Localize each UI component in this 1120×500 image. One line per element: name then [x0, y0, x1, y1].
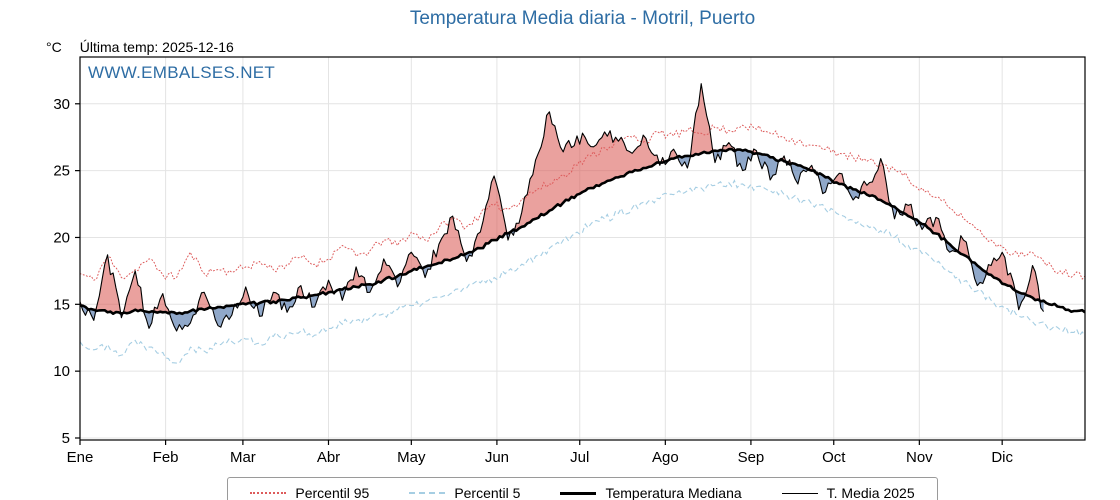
percentil-95-line — [80, 123, 1085, 281]
y-tick-label: 20 — [53, 229, 70, 246]
x-tick-label: Mar — [230, 449, 256, 466]
x-tick-label: Dic — [991, 449, 1013, 466]
chart-legend: Percentil 95 Percentil 5 Temperatura Med… — [80, 477, 1085, 500]
plot-border — [79, 56, 1086, 441]
percentil-5-line — [80, 179, 1085, 364]
t-media-2025-line-icon — [781, 492, 818, 494]
legend-item-mediana: Temperatura Mediana — [560, 485, 742, 500]
y-tick-label: 5 — [62, 430, 70, 447]
x-tick-label: Ago — [652, 449, 679, 466]
legend-item-percentil-95: Percentil 95 — [250, 485, 369, 500]
legend-label-t-media-2025: T. Media 2025 — [826, 485, 915, 500]
legend-item-percentil-5: Percentil 5 — [409, 485, 520, 500]
watermark: WWW.EMBALSES.NET — [88, 63, 276, 82]
mediana-line — [80, 147, 1085, 316]
x-tick-label: May — [397, 449, 426, 466]
legend-item-t-media-2025: T. Media 2025 — [781, 485, 915, 500]
x-tick-label: Abr — [317, 449, 340, 466]
t-media-2025-line — [80, 83, 1045, 332]
x-tick-label: Jun — [485, 449, 509, 466]
percentil-95-line-icon — [250, 492, 287, 494]
legend-label-mediana: Temperatura Mediana — [605, 485, 742, 500]
mediana-line-icon — [560, 491, 597, 495]
top-labels: °C Última temp: 2025-12-16 — [46, 39, 234, 55]
y-tick-label: 25 — [53, 163, 70, 180]
x-tick-label: Feb — [153, 449, 179, 466]
y-axis-unit-label: °C — [46, 39, 62, 55]
y-tick-label: 10 — [53, 363, 70, 380]
chart-title: Temperatura Media diaria - Motril, Puert… — [409, 8, 756, 29]
series-group — [80, 83, 1085, 364]
x-tick-label: Sep — [738, 449, 765, 466]
last-temp-label: Última temp: 2025-12-16 — [79, 39, 234, 55]
y-tick-label: 30 — [53, 96, 70, 113]
x-tick-label: Ene — [67, 449, 94, 466]
x-tick-label: Oct — [822, 449, 846, 466]
fill-above-median — [80, 83, 1044, 314]
legend-label-percentil-95: Percentil 95 — [295, 485, 370, 500]
legend-box: Percentil 95 Percentil 5 Temperatura Med… — [227, 477, 938, 500]
x-tick-label: Nov — [906, 449, 933, 466]
y-tick-label: 15 — [53, 296, 70, 313]
legend-label-percentil-5: Percentil 5 — [454, 485, 521, 500]
x-tick-label: Jul — [570, 449, 589, 466]
percentil-5-line-icon — [409, 492, 446, 494]
